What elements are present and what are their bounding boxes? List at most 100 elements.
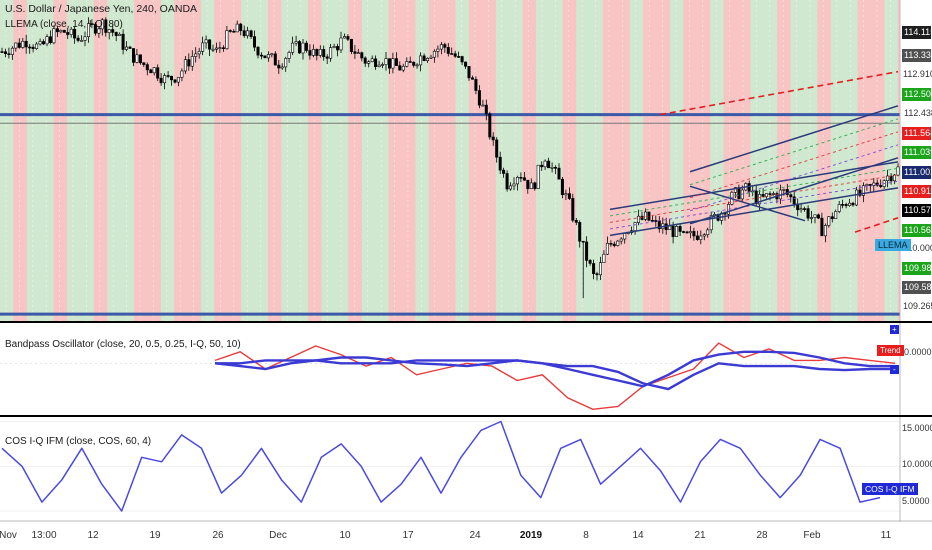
- candle-body: [166, 75, 170, 77]
- candle-body: [118, 33, 122, 36]
- session-band: [455, 0, 470, 321]
- session-band: [737, 0, 751, 321]
- session-band: [871, 0, 885, 321]
- candle-body: [138, 54, 142, 64]
- candle-body: [830, 216, 834, 219]
- price-scale-label: 112.910: [903, 69, 932, 79]
- candle-body: [470, 77, 474, 80]
- candle-body: [159, 77, 163, 84]
- candle-body: [24, 40, 28, 48]
- session-band: [227, 0, 242, 321]
- candle-body: [754, 190, 758, 204]
- session-band: [817, 0, 832, 321]
- pane-separator-2[interactable]: [0, 415, 932, 417]
- candle-body: [820, 217, 824, 237]
- candle-body: [14, 42, 18, 49]
- bandpass-zero-label: 0.0000: [904, 347, 932, 357]
- channel-2-inner: [689, 131, 899, 199]
- candle-body: [360, 52, 364, 59]
- candle-body: [616, 240, 620, 246]
- candle-body: [529, 182, 533, 189]
- candle-body: [21, 40, 25, 48]
- bandpass-series-0: [214, 342, 896, 411]
- candle-body: [273, 53, 277, 66]
- candle-body: [854, 189, 858, 206]
- candle-body: [533, 182, 537, 189]
- session-band: [26, 0, 41, 321]
- session-band: [777, 0, 791, 321]
- candle-body: [747, 183, 751, 192]
- candle-body: [190, 56, 194, 67]
- candle-body: [484, 104, 488, 115]
- candle-body: [889, 175, 893, 182]
- session-band: [53, 0, 68, 321]
- candle-body: [737, 187, 741, 200]
- candle-body: [149, 69, 153, 74]
- candle-body: [678, 226, 682, 232]
- candle-body: [602, 253, 606, 263]
- session-band: [629, 0, 644, 321]
- price-tag: 109.586: [902, 281, 932, 294]
- pane-separator-1[interactable]: [0, 321, 932, 323]
- session-band: [696, 0, 711, 321]
- candle-body: [768, 193, 772, 195]
- session-band: [790, 0, 805, 321]
- candle-body: [550, 167, 554, 169]
- session-band: [174, 0, 188, 321]
- time-axis-label: 11: [880, 530, 892, 541]
- candle-body: [782, 189, 786, 191]
- candle-body: [474, 79, 478, 91]
- price-tag: 110.566: [902, 224, 932, 237]
- trend-tag: Trend: [877, 345, 904, 356]
- session-band: [710, 0, 724, 321]
- session-band: [120, 0, 135, 321]
- candle-body: [62, 29, 66, 33]
- minus-marker: -: [890, 365, 899, 374]
- session-band: [214, 0, 229, 321]
- candle-body: [457, 56, 461, 58]
- cos-series-tag: COS I-Q IFM: [862, 483, 918, 495]
- candle-body: [100, 19, 104, 30]
- time-axis-label: 26: [212, 530, 224, 541]
- candle-body: [425, 57, 429, 61]
- candle-body: [813, 214, 817, 218]
- session-band: [321, 0, 336, 321]
- projection-upper: [659, 70, 899, 116]
- candle-body: [370, 58, 374, 62]
- time-axis-label: Dec: [269, 530, 287, 541]
- candle-body: [709, 215, 713, 231]
- candle-body: [322, 49, 326, 58]
- cos-iq-ifm-label: COS I-Q IFM (close, COS, 60, 4): [5, 436, 152, 447]
- time-axis-label: 24: [469, 530, 481, 541]
- session-band: [549, 0, 564, 321]
- candle-body: [422, 55, 426, 62]
- session-band: [830, 0, 845, 321]
- session-band: [134, 0, 148, 321]
- candle-body: [45, 36, 49, 45]
- candle-body: [443, 44, 447, 48]
- price-scale-background: [900, 0, 932, 522]
- time-axis-label: 19: [149, 530, 161, 541]
- candle-body: [35, 43, 39, 49]
- candle-body: [93, 24, 97, 34]
- session-band: [268, 0, 282, 321]
- candle-body: [543, 160, 547, 168]
- session-band: [415, 0, 430, 321]
- candle-body: [339, 37, 343, 51]
- candle-body: [194, 53, 198, 57]
- llema-tag: LLEMA: [875, 239, 911, 251]
- candle-body: [536, 164, 540, 189]
- candle-body: [522, 177, 526, 181]
- candle-body: [688, 231, 692, 234]
- time-axis-label: 8: [583, 530, 589, 541]
- channel-1-upper: [609, 161, 899, 211]
- candle-body: [249, 30, 253, 37]
- candle-body: [685, 231, 689, 234]
- session-band: [375, 0, 389, 321]
- time-axis-label: 17: [402, 530, 414, 541]
- price-tag: 111.039: [902, 146, 932, 159]
- candle-body: [498, 156, 502, 171]
- candle-body: [128, 46, 132, 49]
- candle-body: [675, 226, 679, 238]
